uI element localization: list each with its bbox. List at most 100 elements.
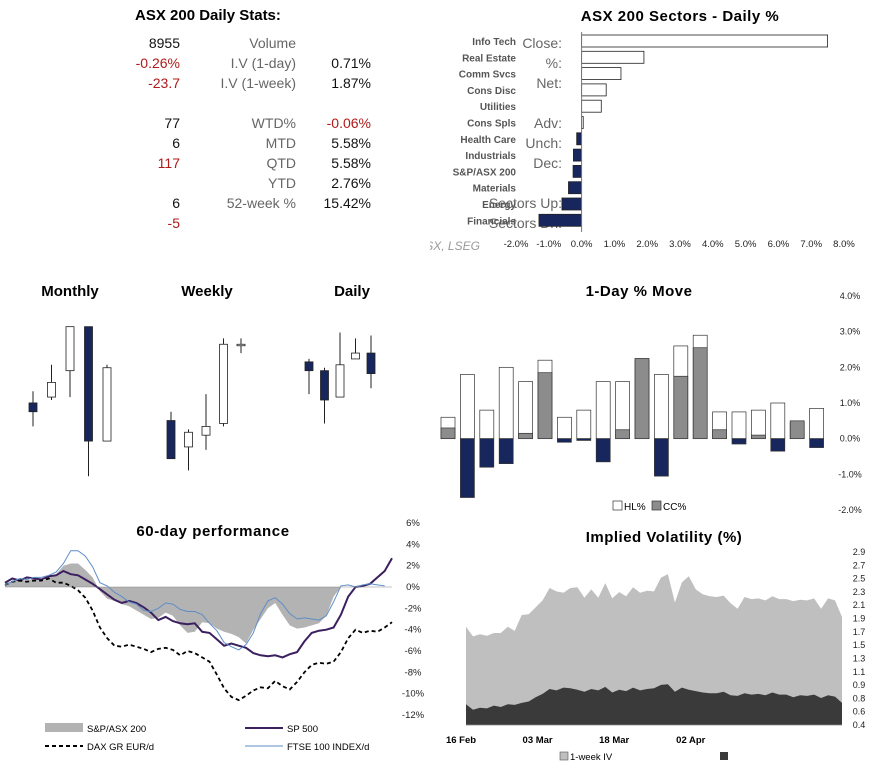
- candle-body: [166, 420, 176, 460]
- stat-value-2: 0.71%: [331, 55, 371, 71]
- move-bar: [751, 434, 766, 440]
- candle-body: [366, 352, 376, 374]
- iv-tick-label: 0.9: [853, 680, 866, 690]
- iv-x-tick-label: 16 Feb: [446, 735, 476, 746]
- sector-tick-label: 0.0%: [571, 239, 593, 250]
- iv-tick-label: 1.9: [853, 614, 866, 624]
- legend-swatch-cc: [651, 500, 662, 511]
- stat-label-2: MTD: [265, 135, 296, 151]
- move-tick-label: -2.0%: [838, 505, 862, 515]
- sector-tick-label: 3.0%: [669, 239, 691, 250]
- sector-bar: [576, 132, 582, 146]
- move-bar: [595, 438, 611, 463]
- perf-tick-label: 0%: [406, 582, 420, 593]
- move-bar: [518, 432, 533, 440]
- sector-chart: ASX 200 Sectors - Daily % Info Tech Real E…: [430, 8, 855, 253]
- sector-tick-label: 5.0%: [735, 239, 757, 250]
- sector-tick-label: -2.0%: [504, 239, 529, 250]
- sector-tick-label: 6.0%: [768, 239, 790, 250]
- iv-tick-label: 2.1: [853, 600, 866, 610]
- legend-label-cc: CC%: [663, 502, 686, 513]
- stat-value-2: 5.58%: [331, 135, 371, 151]
- move-bar: [751, 409, 766, 440]
- stat-value-2: -0.06%: [326, 115, 371, 131]
- sector-bar: [581, 50, 645, 64]
- sector-label: Real Estate: [462, 53, 516, 64]
- iv-tick-label: 1.3: [853, 653, 866, 663]
- stat-value: 6: [172, 135, 180, 151]
- perf-tick-label: -10%: [402, 689, 425, 700]
- stat-value: 77: [164, 115, 180, 131]
- move-bar: [770, 402, 786, 440]
- move-bar: [498, 438, 514, 464]
- sector-tick-label: 2.0%: [636, 239, 658, 250]
- stat-label: Net:: [536, 75, 562, 91]
- stat-value: -23.7: [148, 75, 180, 91]
- move-bar: [460, 374, 475, 440]
- move-bar: [479, 409, 495, 440]
- move-tick-label: 2.0%: [840, 362, 861, 372]
- sector-label: Cons Spls: [467, 119, 516, 130]
- stat-label-2: Volume: [249, 35, 296, 51]
- candle-charts: Monthly Weekly Daily: [28, 283, 376, 477]
- move-chart: 1-Day % Move 4.0% 3.0% 2.0% 1.0% 0.0% -1.0% -2.…: [440, 283, 862, 515]
- iv-x-tick-label: 02 Apr: [676, 735, 706, 746]
- move-bar: [576, 409, 592, 440]
- iv-tick-label: 0.6: [853, 707, 866, 717]
- candle-body: [320, 370, 329, 401]
- stat-label: Adv:: [533, 115, 562, 131]
- stat-label: Unch:: [525, 135, 562, 151]
- move-tick-label: 1.0%: [840, 398, 861, 408]
- iv-tick-label: 2.3: [853, 587, 866, 597]
- move-bar: [770, 438, 786, 452]
- candle-body: [102, 367, 112, 442]
- source-note: Source: ASX, LSEG: [430, 239, 480, 253]
- stat-label: Close:: [522, 35, 562, 51]
- move-bar: [595, 381, 611, 440]
- candle-body: [304, 361, 314, 372]
- move-chart-title: 1-Day % Move: [586, 283, 693, 300]
- perf-tick-label: 2%: [406, 561, 420, 572]
- iv-chart: Implied Volatility (%) 2.9 2.7 2.5 2.3 2.1 1.9…: [446, 529, 866, 763]
- move-bar: [809, 438, 824, 448]
- sector-bar: [572, 164, 583, 178]
- iv-tick-label: 2.7: [853, 560, 866, 570]
- sector-chart-title: ASX 200 Sectors - Daily %: [581, 8, 779, 25]
- legend-swatch: [45, 723, 83, 732]
- stat-value: -5: [167, 215, 180, 231]
- sector-tick-label: 8.0%: [833, 239, 855, 250]
- stat-label-2: 52-week %: [226, 195, 296, 211]
- iv-x-tick-label: 03 Mar: [523, 735, 553, 746]
- sector-label: Energy: [482, 200, 516, 211]
- move-bar: [518, 381, 533, 440]
- stat-label-2: QTD: [266, 155, 296, 171]
- iv-x-tick-label: 18 Mar: [599, 735, 629, 746]
- legend-label: DAX GR EUR/d: [87, 742, 154, 753]
- move-bar: [654, 374, 669, 440]
- stat-label: Dec:: [533, 155, 562, 171]
- stat-value-2: 1.87%: [331, 75, 371, 91]
- sector-label: Industrials: [465, 151, 516, 162]
- candle-panel-title: Daily: [334, 283, 371, 300]
- sector-bar: [538, 213, 582, 227]
- candle-body: [201, 425, 211, 436]
- candle-body: [184, 431, 193, 448]
- move-bar: [692, 347, 708, 440]
- move-bar: [576, 438, 592, 441]
- move-bar: [731, 411, 747, 440]
- legend-label-1w: 1-week IV: [570, 752, 613, 763]
- stat-label-2: I.V (1-week): [220, 75, 296, 91]
- perf-series-area: [5, 563, 378, 644]
- candle-body: [236, 343, 246, 347]
- perf-tick-label: 6%: [406, 518, 420, 529]
- legend-label-hl: HL%: [624, 502, 646, 513]
- move-bar: [537, 372, 553, 440]
- perf-chart: 60-day performance 6% 4% 2% 0% -2% -4% -6% -8% -1…: [4, 518, 425, 753]
- move-bar: [615, 429, 630, 440]
- sector-tick-label: 7.0%: [800, 239, 822, 250]
- stat-value-2: 2.76%: [331, 175, 371, 191]
- candle-body: [47, 382, 56, 398]
- move-bar: [712, 429, 727, 440]
- move-bar: [557, 438, 572, 443]
- candle-panel-title: Monthly: [41, 283, 99, 300]
